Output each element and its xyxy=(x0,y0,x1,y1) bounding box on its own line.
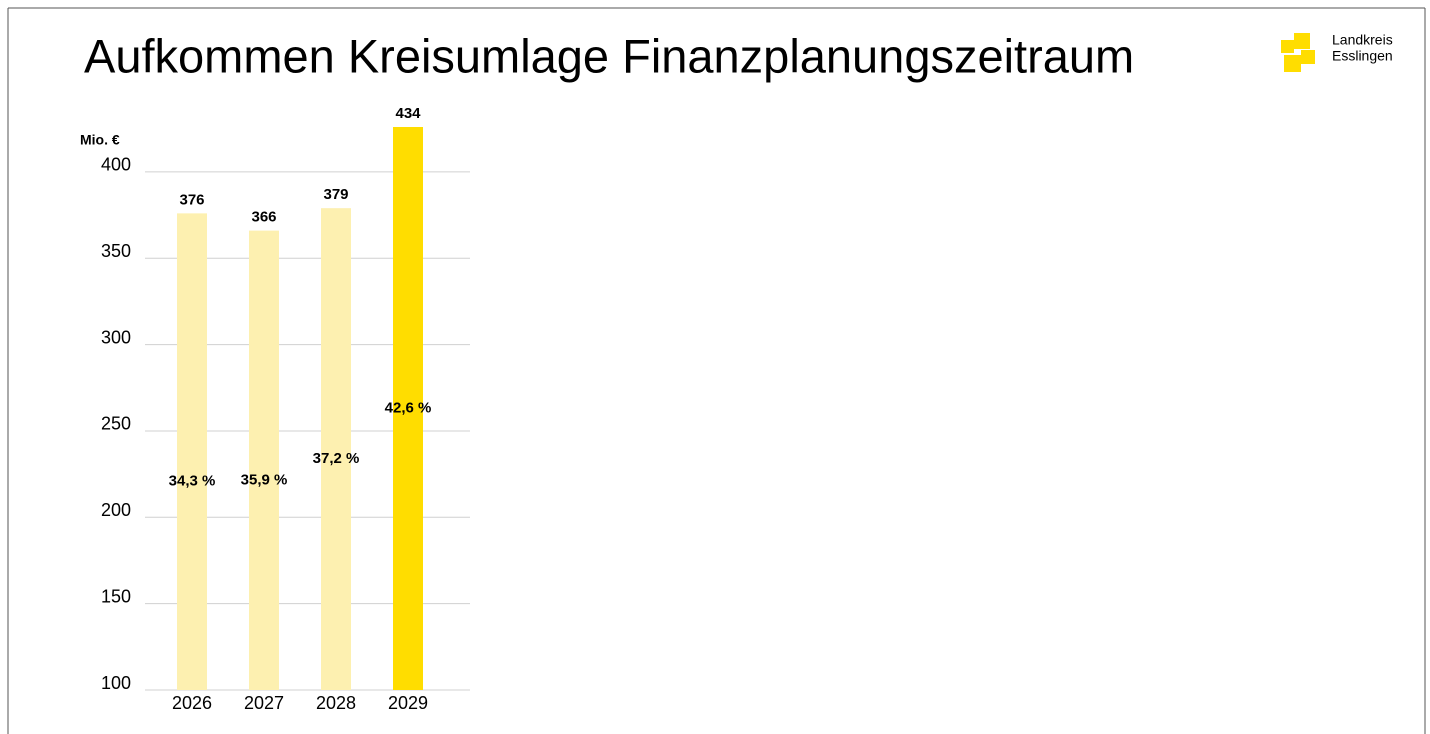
y-tick-label: 300 xyxy=(101,327,131,347)
x-tick-label: 2028 xyxy=(316,693,356,713)
bar xyxy=(177,213,207,691)
y-axis-label: Mio. € xyxy=(80,132,120,148)
value-label: 376 xyxy=(179,191,204,208)
bar xyxy=(321,208,351,691)
y-tick-label: 350 xyxy=(101,241,131,261)
logo: Landkreis Esslingen xyxy=(1281,32,1393,72)
share-label: 37,2 % xyxy=(313,450,360,467)
share-label: 34,3 % xyxy=(169,473,216,490)
value-label: 379 xyxy=(323,186,348,203)
x-tick-label: 2029 xyxy=(388,693,428,713)
x-tick-label: 2027 xyxy=(244,693,284,713)
value-label: 434 xyxy=(395,105,421,122)
logo-square xyxy=(1301,50,1315,64)
y-tick-label: 150 xyxy=(101,586,131,606)
chart-title: Aufkommen Kreisumlage Finanzplanungszeit… xyxy=(84,29,1134,82)
logo-square xyxy=(1284,55,1301,72)
bar xyxy=(249,230,279,690)
logo-text: Landkreis xyxy=(1332,32,1393,48)
value-label: 366 xyxy=(251,209,276,226)
bar xyxy=(393,127,423,690)
logo-text: Esslingen xyxy=(1332,48,1393,64)
y-tick-label: 100 xyxy=(101,673,131,693)
share-label: 35,9 % xyxy=(241,471,288,488)
y-tick-label: 200 xyxy=(101,500,131,520)
x-tick-label: 2026 xyxy=(172,693,212,713)
logo-square xyxy=(1294,33,1310,49)
y-tick-label: 400 xyxy=(101,155,131,175)
share-label: 42,6 % xyxy=(385,399,432,416)
y-tick-label: 250 xyxy=(101,414,131,434)
logo-square xyxy=(1281,40,1294,53)
